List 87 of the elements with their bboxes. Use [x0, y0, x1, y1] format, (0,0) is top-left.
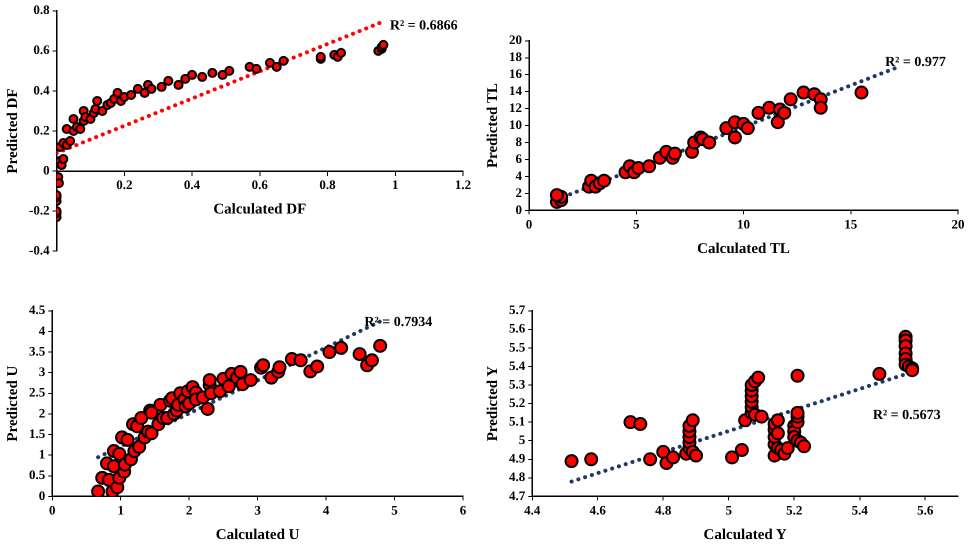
- y-tick-label: 0: [38, 488, 46, 503]
- y-tick-label: 0.2: [33, 122, 50, 138]
- y-axis-title: Predicted TL: [484, 83, 501, 168]
- y-tick-label: 5.2: [509, 394, 526, 410]
- y-axis-title: Predicted DF: [4, 88, 21, 174]
- point: [854, 86, 868, 100]
- x-tick-label: 1.2: [454, 177, 472, 192]
- x-tick-label: 5: [391, 502, 398, 518]
- x-tick-label: 4.8: [655, 502, 672, 518]
- x-axis-title: Calculated DF: [213, 202, 306, 218]
- point: [777, 106, 792, 120]
- y-tick-label: 6: [516, 150, 522, 166]
- y-axis-title: Predicted U: [4, 365, 21, 442]
- y-axis-title: Predicted Y: [484, 366, 501, 442]
- y-tick-label: 16: [509, 66, 522, 82]
- annotation: R² = 0.977: [885, 54, 946, 70]
- point: [668, 146, 682, 161]
- point: [642, 159, 656, 174]
- x-tick-label: 5.4: [852, 502, 868, 518]
- y-tick-label: 12: [509, 100, 522, 115]
- point: [728, 130, 742, 144]
- x-tick-label: 0.2: [116, 177, 132, 192]
- y-tick-label: -0.4: [28, 242, 50, 258]
- x-tick-label: 5.2: [786, 502, 802, 518]
- point: [702, 136, 716, 150]
- x-axis-title: Calculated Y: [704, 526, 787, 543]
- y-tick-label: 2: [38, 405, 46, 420]
- point: [550, 188, 564, 202]
- y-tick-label: 2.5: [29, 384, 46, 400]
- point: [814, 100, 828, 115]
- y-tick-label: 18: [509, 49, 522, 64]
- x-tick-label: 0.8: [319, 177, 336, 192]
- x-tick-label: 0.6: [252, 177, 268, 192]
- annotation: R² = 0.7934: [364, 315, 432, 330]
- x-axis-title: Calculated U: [216, 526, 300, 543]
- y-tick-label: 1.5: [29, 426, 46, 441]
- x-tick-label: 20: [952, 216, 964, 232]
- y-tick-label: 0.8: [33, 2, 50, 18]
- x-tick-label: 10: [737, 216, 750, 232]
- y-tick-label: -0.2: [28, 202, 50, 218]
- point: [796, 86, 811, 100]
- y-tick-label: 5: [518, 432, 526, 448]
- x-tick-label: 5: [726, 502, 732, 518]
- point: [784, 92, 798, 106]
- point: [770, 115, 785, 130]
- x-tick-label: 4: [322, 502, 330, 518]
- y-tick-label: 3: [38, 364, 46, 380]
- y-tick-label: 10: [509, 116, 522, 132]
- y-tick-label: 8: [516, 134, 522, 149]
- y-tick-label: 5.1: [509, 414, 526, 429]
- x-tick-label: 3: [254, 502, 262, 518]
- x-tick-label: 5.6: [917, 502, 934, 518]
- x-tick-label: 5: [633, 216, 640, 232]
- point: [740, 121, 755, 136]
- y-tick-label: 5.3: [509, 376, 526, 392]
- y-tick-label: 14: [509, 83, 522, 98]
- y-tick-label: 5.5: [509, 339, 526, 354]
- y-tick-label: 0.4: [33, 82, 50, 98]
- y-tick-label: 5.7: [509, 302, 526, 318]
- x-tick-label: 2: [186, 502, 192, 518]
- y-tick-label: 5.6: [509, 320, 526, 336]
- y-tick-label: 0: [43, 162, 50, 178]
- y-tick-label: 1: [38, 446, 46, 462]
- point: [597, 174, 612, 188]
- y-tick-label: 5.4: [509, 358, 526, 373]
- y-tick-label: 4.5: [29, 302, 46, 318]
- x-tick-label: 4.6: [590, 502, 606, 518]
- y-tick-label: 4.8: [509, 469, 526, 484]
- y-tick-label: 4: [516, 168, 522, 183]
- y-tick-label: 0: [516, 202, 522, 217]
- y-tick-label: 0.6: [33, 42, 50, 58]
- x-tick-label: 15: [844, 216, 858, 232]
- y-tick-label: 3.5: [29, 343, 46, 358]
- point: [752, 106, 766, 120]
- x-tick-label: 6: [460, 502, 467, 518]
- y-tick-label: 4: [38, 322, 46, 338]
- x-tick-label: 4.4: [524, 502, 541, 518]
- annotation: R² = 0.6866: [390, 18, 458, 34]
- y-tick-label: 4.9: [509, 450, 526, 466]
- y-tick-label: 0.5: [29, 467, 46, 482]
- y-tick-label: 20: [509, 32, 522, 48]
- x-axis-title: Calculated TL: [697, 240, 790, 257]
- x-tick-label: 1: [117, 502, 124, 518]
- y-tick-label: 4.7: [509, 488, 526, 503]
- x-tick-label: 0.4: [184, 177, 201, 192]
- x-tick-label: 1: [392, 177, 399, 192]
- annotation: R² = 0.5673: [872, 408, 941, 423]
